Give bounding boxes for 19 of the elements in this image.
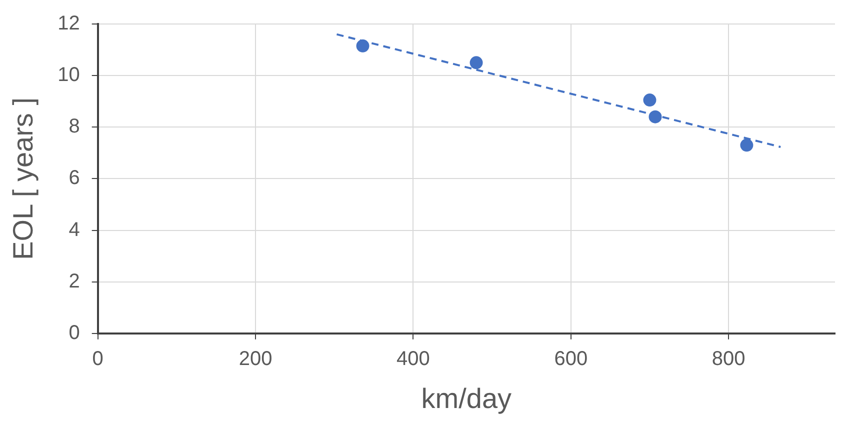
point <box>648 110 662 124</box>
x-tick-label: 600 <box>554 348 588 370</box>
point <box>643 94 656 107</box>
x-tick-label: 400 <box>396 348 430 370</box>
x-tick-label: 800 <box>712 348 746 370</box>
x-axis-title: km/day <box>421 382 512 414</box>
x-tick-label: 0 <box>92 348 104 370</box>
y-tick-label: 4 <box>68 218 80 241</box>
point <box>470 56 483 70</box>
y-tick-label: 12 <box>58 12 80 35</box>
y-tick-label: 10 <box>58 64 80 86</box>
y-tick-label: 6 <box>68 167 80 190</box>
y-tick-label: 8 <box>68 116 80 138</box>
point <box>356 39 370 52</box>
point <box>740 138 754 152</box>
x-tick-label: 200 <box>238 348 272 370</box>
y-axis-title: EOL [ years ] <box>8 98 39 260</box>
y-tick-label: 0 <box>68 322 80 344</box>
y-tick-label: 2 <box>68 270 80 292</box>
